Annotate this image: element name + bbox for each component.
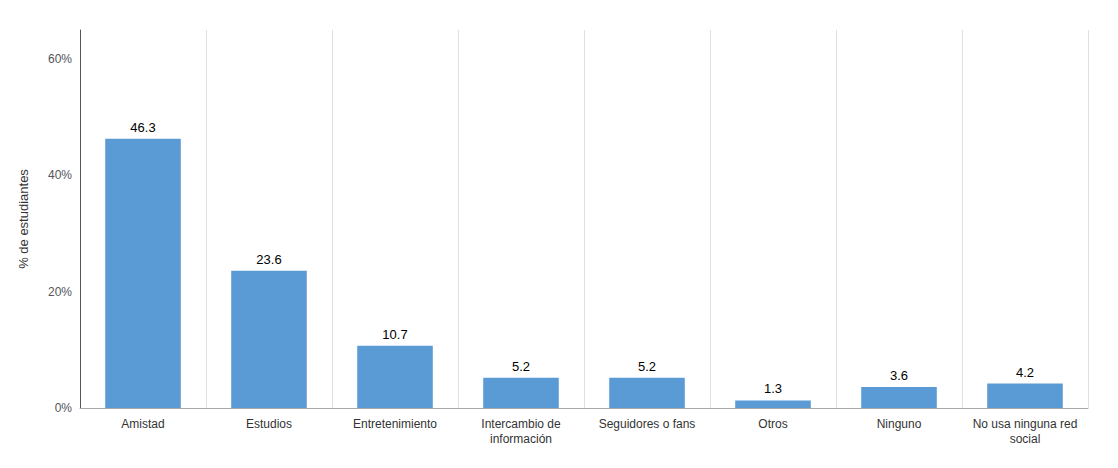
svg-text:20%: 20% xyxy=(48,285,72,299)
svg-text:% de estudiantes: % de estudiantes xyxy=(16,169,31,269)
svg-text:1.3: 1.3 xyxy=(764,381,782,396)
svg-text:Entretenimiento: Entretenimiento xyxy=(353,417,437,431)
svg-text:Otros: Otros xyxy=(758,417,787,431)
svg-text:social: social xyxy=(1010,432,1041,446)
svg-text:23.6: 23.6 xyxy=(256,252,281,267)
svg-text:Amistad: Amistad xyxy=(121,417,164,431)
svg-text:10.7: 10.7 xyxy=(382,327,407,342)
svg-text:información: información xyxy=(490,432,552,446)
svg-text:5.2: 5.2 xyxy=(638,359,656,374)
svg-text:40%: 40% xyxy=(48,168,72,182)
svg-text:No usa ninguna red: No usa ninguna red xyxy=(973,417,1078,431)
svg-text:0%: 0% xyxy=(55,401,73,415)
svg-text:3.6: 3.6 xyxy=(890,368,908,383)
svg-text:46.3: 46.3 xyxy=(130,120,155,135)
svg-text:60%: 60% xyxy=(48,52,72,66)
svg-text:5.2: 5.2 xyxy=(512,359,530,374)
svg-text:Intercambio de: Intercambio de xyxy=(481,417,561,431)
svg-text:4.2: 4.2 xyxy=(1016,365,1034,380)
svg-text:Seguidores o fans: Seguidores o fans xyxy=(599,417,696,431)
svg-text:Estudios: Estudios xyxy=(246,417,292,431)
svg-text:Ninguno: Ninguno xyxy=(877,417,922,431)
